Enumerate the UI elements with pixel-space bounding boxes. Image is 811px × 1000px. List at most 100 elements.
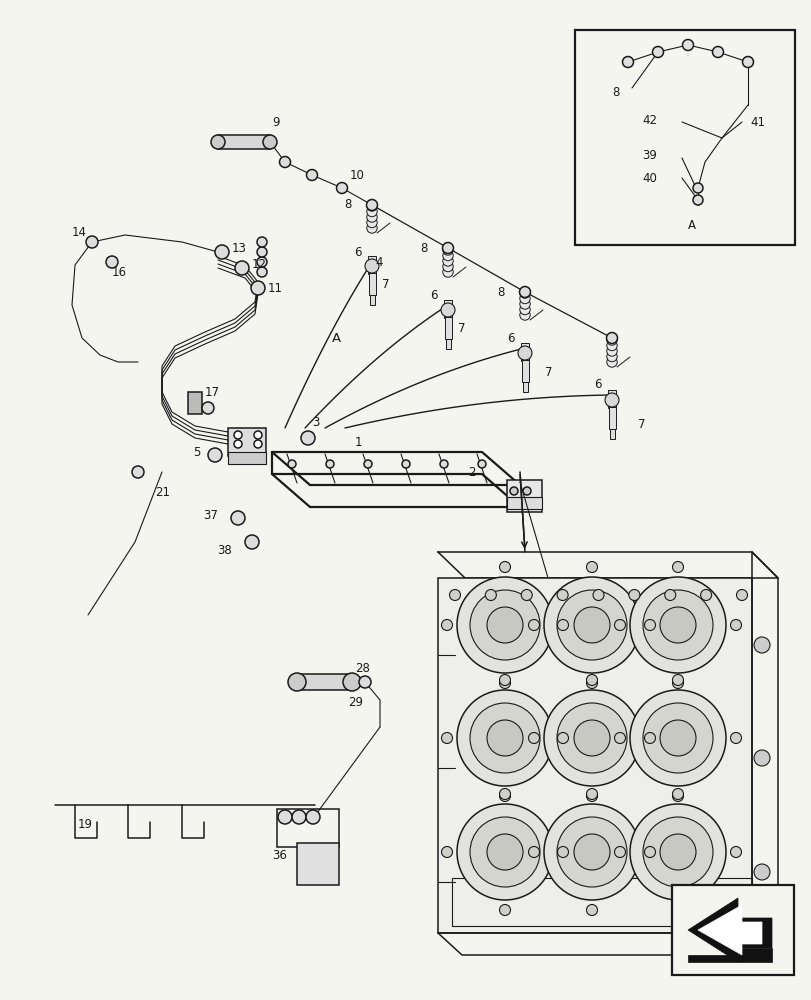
Circle shape (556, 817, 626, 887)
Bar (437, 578, 751, 933)
Circle shape (573, 720, 609, 756)
Text: 29: 29 (348, 696, 363, 708)
Text: 7: 7 (637, 418, 645, 432)
Text: 2: 2 (467, 466, 475, 479)
Circle shape (753, 750, 769, 766)
Bar (574, 30, 794, 245)
Bar (445, 339, 450, 349)
Circle shape (586, 674, 597, 686)
Circle shape (457, 804, 552, 900)
Circle shape (730, 732, 740, 744)
Text: 6: 6 (507, 332, 514, 344)
Circle shape (251, 281, 264, 295)
Circle shape (672, 562, 683, 572)
Circle shape (519, 286, 530, 298)
Text: 21: 21 (155, 486, 169, 499)
Text: 7: 7 (381, 278, 389, 292)
Circle shape (478, 460, 486, 468)
Text: 6: 6 (430, 289, 437, 302)
Circle shape (672, 904, 683, 916)
Bar (452, 878, 751, 926)
Circle shape (741, 56, 753, 68)
Text: 37: 37 (203, 509, 217, 522)
Text: 8: 8 (344, 198, 351, 212)
Circle shape (254, 431, 262, 439)
Circle shape (442, 245, 453, 255)
Text: 38: 38 (217, 544, 232, 556)
Polygon shape (687, 948, 771, 962)
Circle shape (730, 846, 740, 857)
Circle shape (485, 589, 496, 600)
Text: 8: 8 (420, 242, 427, 255)
Circle shape (543, 577, 639, 673)
Circle shape (211, 135, 225, 149)
Circle shape (367, 212, 377, 222)
Circle shape (401, 460, 410, 468)
Circle shape (367, 201, 377, 211)
Bar (369, 295, 374, 305)
Circle shape (499, 674, 510, 686)
Circle shape (521, 589, 531, 600)
Text: 6: 6 (594, 378, 601, 391)
Circle shape (586, 788, 597, 800)
Circle shape (606, 340, 616, 351)
Circle shape (367, 223, 377, 233)
Circle shape (277, 810, 292, 824)
Circle shape (629, 690, 725, 786)
Circle shape (644, 846, 654, 857)
Text: 36: 36 (272, 849, 286, 862)
Circle shape (528, 619, 539, 631)
Text: 10: 10 (350, 169, 364, 182)
Circle shape (279, 156, 290, 168)
Bar (297, 674, 351, 690)
Circle shape (342, 673, 361, 691)
Text: 8: 8 (497, 286, 504, 298)
Text: 8: 8 (611, 86, 619, 99)
Text: A: A (687, 219, 695, 232)
Circle shape (606, 351, 616, 362)
Circle shape (442, 256, 453, 266)
Circle shape (692, 183, 702, 193)
Circle shape (358, 676, 371, 688)
Circle shape (557, 846, 568, 857)
Circle shape (682, 39, 693, 51)
Circle shape (257, 267, 267, 277)
Circle shape (457, 577, 552, 673)
Circle shape (753, 637, 769, 653)
Circle shape (556, 589, 568, 600)
Circle shape (659, 720, 695, 756)
Text: 28: 28 (354, 662, 370, 674)
Text: 9: 9 (272, 116, 279, 129)
Circle shape (509, 487, 517, 495)
Circle shape (586, 904, 597, 916)
Bar (672, 885, 793, 975)
Circle shape (672, 790, 683, 802)
Circle shape (586, 678, 597, 688)
Circle shape (736, 589, 747, 600)
Circle shape (442, 261, 453, 272)
Circle shape (441, 619, 452, 631)
Circle shape (622, 56, 633, 68)
Circle shape (522, 487, 530, 495)
Circle shape (306, 169, 317, 181)
Bar (217, 135, 270, 149)
Circle shape (234, 431, 242, 439)
Bar (506, 497, 541, 509)
Text: 40: 40 (642, 172, 656, 185)
Circle shape (730, 619, 740, 631)
Circle shape (556, 703, 626, 773)
Circle shape (644, 732, 654, 744)
Circle shape (288, 673, 306, 691)
Circle shape (254, 440, 262, 448)
Circle shape (642, 590, 712, 660)
Circle shape (606, 346, 616, 356)
Text: 1: 1 (354, 436, 362, 448)
Circle shape (543, 690, 639, 786)
Circle shape (692, 195, 702, 205)
Bar (367, 256, 375, 274)
Polygon shape (687, 898, 771, 962)
Circle shape (366, 200, 377, 211)
Text: 6: 6 (354, 246, 362, 259)
Circle shape (672, 674, 683, 686)
Bar (368, 273, 375, 295)
